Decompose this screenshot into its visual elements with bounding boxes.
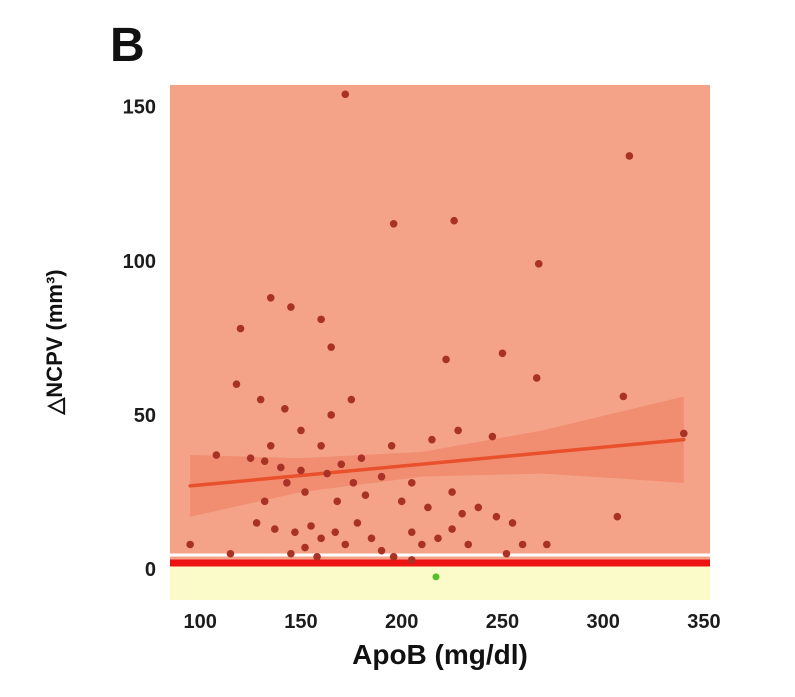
apob-ncpv-point xyxy=(407,479,416,487)
apob-ncpv-point xyxy=(448,488,456,496)
apob-ncpv-point xyxy=(317,534,325,543)
apob-ncpv-point xyxy=(212,451,221,459)
apob-ncpv-point xyxy=(619,392,628,401)
apob-ncpv-point xyxy=(266,293,275,302)
apob-ncpv-point xyxy=(389,553,398,561)
apob-ncpv-point xyxy=(236,324,245,333)
regression-line xyxy=(188,437,686,488)
apob-ncpv-point xyxy=(377,472,386,481)
apob-ncpv-point xyxy=(502,549,511,558)
apob-ncpv-point xyxy=(341,90,350,99)
apob-ncpv-point xyxy=(448,525,456,533)
apob-ncpv-point xyxy=(518,540,527,549)
apob-ncpv-point xyxy=(534,260,543,268)
above-threshold-region xyxy=(170,85,710,563)
x-tick-label: 150 xyxy=(284,611,317,633)
apob-ncpv-point xyxy=(442,355,450,364)
y-tick-label: 50 xyxy=(134,405,156,427)
x-tick-label: 200 xyxy=(385,611,418,633)
x-tick-label: 250 xyxy=(486,611,519,633)
apob-ncpv-point xyxy=(327,411,335,419)
apob-ncpv-point xyxy=(361,491,370,499)
y-tick-label: 100 xyxy=(123,251,156,273)
apob-ncpv-point xyxy=(407,556,416,564)
apob-ncpv-point xyxy=(307,522,315,530)
apob-ncpv-point xyxy=(301,543,309,552)
apob-ncpv-point xyxy=(246,454,255,462)
apob-ncpv-point xyxy=(297,426,305,435)
below-threshold-region xyxy=(170,562,710,600)
apob-ncpv-point xyxy=(488,432,497,441)
apob-ncpv-point xyxy=(260,497,269,506)
plot-layers: 100 150 200 250 300 350 0 50 100 150 xyxy=(123,85,721,633)
apob-ncpv-point xyxy=(492,512,501,521)
apob-ncpv-point xyxy=(389,219,398,228)
apob-ncpv-point xyxy=(377,546,386,555)
apob-ncpv-point xyxy=(291,528,299,536)
apob-ncpv-point xyxy=(454,426,462,435)
apob-ncpv-point xyxy=(226,549,235,558)
apob-ncpv-point xyxy=(407,528,416,536)
apob-ncpv-point xyxy=(270,525,279,533)
apob-ncpv-point xyxy=(347,395,356,404)
highlight-point xyxy=(432,573,440,581)
apob-ncpv-point xyxy=(281,405,289,413)
apob-ncpv-point xyxy=(331,528,340,536)
apob-ncpv-point xyxy=(532,374,541,382)
apob-ncpv-point xyxy=(418,540,426,549)
apob-ncpv-point xyxy=(458,509,466,518)
y-axis-label: △NCPV (mm³) xyxy=(42,269,67,415)
apob-ncpv-point xyxy=(625,152,634,160)
apob-ncpv-point xyxy=(434,534,442,543)
x-tick-label: 100 xyxy=(184,611,217,633)
apob-ncpv-point xyxy=(186,540,194,549)
apob-ncpv-point xyxy=(542,540,551,549)
apob-ncpv-point xyxy=(301,488,309,496)
apob-ncpv-point xyxy=(323,469,331,478)
apob-ncpv-point xyxy=(287,303,295,311)
apob-ncpv-point xyxy=(613,512,622,521)
y-tick-label: 150 xyxy=(123,97,156,119)
apob-ncpv-point xyxy=(297,466,305,475)
apob-ncpv-point xyxy=(317,442,325,450)
apob-ncpv-point xyxy=(508,519,517,527)
apob-ncpv-point xyxy=(287,549,295,558)
apob-ncpv-point xyxy=(680,429,688,438)
apob-ncpv-point xyxy=(357,454,366,462)
apob-ncpv-point xyxy=(260,457,269,466)
apob-ncpv-point xyxy=(353,519,362,527)
apob-ncpv-point xyxy=(450,216,458,225)
apob-ncpv-point xyxy=(498,349,507,358)
panel-label: B xyxy=(110,19,145,72)
apob-ncpv-point xyxy=(327,343,335,351)
apob-ncpv-point xyxy=(474,503,483,512)
apob-ncpv-point xyxy=(428,435,436,444)
apob-ncpv-point xyxy=(317,315,325,324)
apob-ncpv-point xyxy=(256,395,265,404)
x-tick-label: 300 xyxy=(587,611,620,633)
confidence-band xyxy=(190,396,684,517)
apob-ncpv-point xyxy=(341,540,350,549)
apob-ncpv-point xyxy=(232,380,241,388)
apob-ncpv-point xyxy=(397,497,406,506)
apob-ncpv-point xyxy=(337,460,346,469)
apob-ncpv-point xyxy=(333,497,342,506)
apob-ncpv-point xyxy=(424,503,432,512)
apob-ncpv-point xyxy=(464,540,473,549)
apob-ncpv-point xyxy=(277,463,285,472)
y-tick-label: 0 xyxy=(145,559,156,581)
apob-ncpv-point xyxy=(367,534,376,543)
apob-ncpv-point xyxy=(266,442,275,450)
apob-ncpv-point xyxy=(349,479,358,487)
apob-ncpv-point xyxy=(252,519,261,527)
apob-ncpv-point xyxy=(283,479,291,487)
x-axis-label: ApoB (mg/dl) xyxy=(352,639,528,670)
apob-ncpv-point xyxy=(313,553,321,561)
apob-ncpv-point xyxy=(387,442,396,450)
x-tick-label: 350 xyxy=(687,611,720,633)
